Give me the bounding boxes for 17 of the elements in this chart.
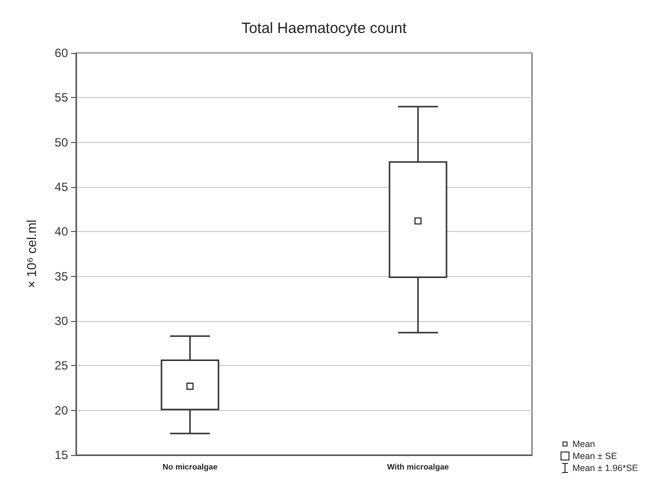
y-tick-label: 60 bbox=[54, 46, 68, 60]
y-tick-label: 40 bbox=[54, 224, 68, 239]
x-tick-label: With microalgae bbox=[387, 462, 450, 472]
y-tick-label: 35 bbox=[54, 269, 68, 284]
chart-title: Total Haematocyte count bbox=[241, 20, 408, 37]
text: Mean ± SE bbox=[572, 451, 617, 461]
y-tick-label: 30 bbox=[54, 314, 68, 328]
y-tick-label: 15 bbox=[54, 448, 68, 462]
y-tick-label: 45 bbox=[54, 180, 68, 194]
x-tick-label: No microalgae bbox=[162, 462, 218, 472]
y-tick-label: 50 bbox=[54, 135, 68, 150]
y-tick-label: 25 bbox=[54, 358, 68, 373]
text: Mean bbox=[572, 439, 596, 449]
y-axis-title: × 10⁶ cel.ml bbox=[24, 220, 39, 288]
y-tick-label: 20 bbox=[54, 403, 68, 418]
y-tick-label: 55 bbox=[54, 90, 68, 105]
text: Mean ± 1.96*SE bbox=[572, 463, 638, 473]
